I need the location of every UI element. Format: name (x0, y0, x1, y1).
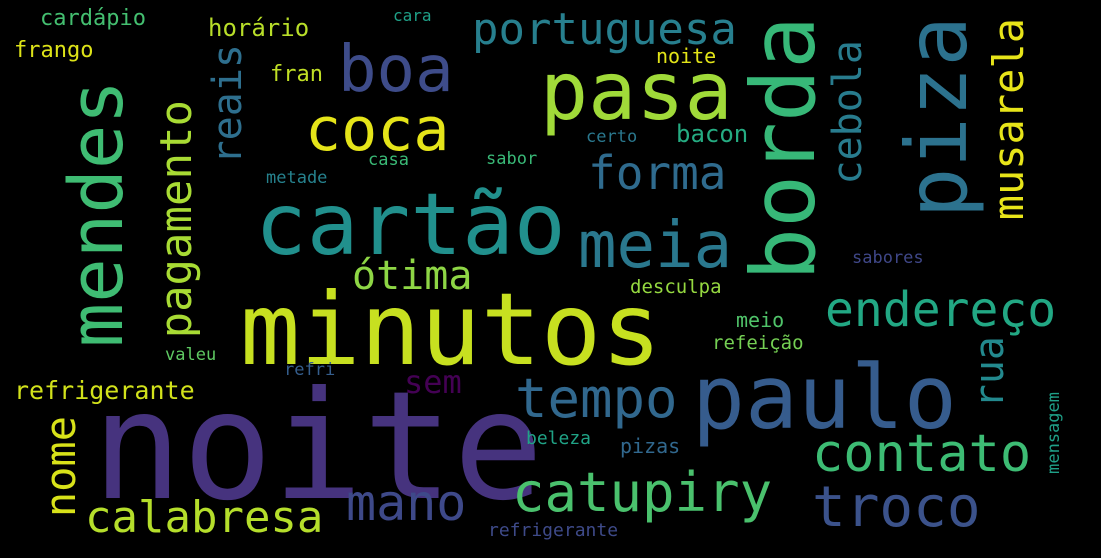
word: fran (270, 62, 323, 87)
word: mensagem (1044, 392, 1064, 474)
word: refrigerante (14, 376, 195, 405)
word: pizas (620, 434, 681, 458)
word: troco (812, 475, 981, 540)
word: cara (393, 6, 432, 25)
word: borda (732, 16, 835, 281)
word: tempo (515, 367, 678, 430)
word: refrigerante (488, 520, 619, 541)
word: mendes (54, 80, 140, 348)
word: portuguesa (472, 4, 737, 55)
word: forma (588, 146, 727, 200)
word: meia (578, 209, 733, 283)
word: contato (812, 424, 1032, 484)
word: refri (284, 360, 336, 380)
word: frango (14, 38, 94, 63)
word: reais (205, 44, 251, 165)
word: sabores (852, 248, 924, 268)
word: desculpa (630, 276, 722, 298)
word: piza (888, 16, 986, 219)
word: cebola (825, 40, 871, 185)
word: noite (656, 44, 717, 68)
word: pasa (540, 45, 733, 138)
word: noite (92, 360, 544, 534)
word: mano (346, 474, 467, 532)
word: paulo (692, 346, 957, 449)
word: horário (208, 14, 310, 42)
word: nome (36, 416, 85, 518)
word: casa (368, 150, 409, 170)
word: endereço (825, 282, 1057, 338)
word: calabresa (85, 492, 324, 543)
word: metade (266, 168, 328, 188)
word: sem (404, 363, 462, 401)
word: beleza (526, 428, 592, 449)
word: meio (736, 308, 785, 332)
word: bacon (676, 120, 749, 148)
word: certo (586, 127, 638, 147)
word: valeu (165, 345, 217, 365)
word: catupiry (512, 461, 773, 524)
word: sabor (486, 149, 538, 169)
word: minutos (240, 271, 662, 388)
word: pagamento (151, 100, 202, 339)
word: coca (305, 95, 450, 165)
word: musarela (984, 18, 1033, 221)
word: cardápio (40, 6, 146, 31)
word: boa (338, 33, 454, 107)
word: ótima (352, 253, 473, 299)
word: rua (967, 336, 1013, 409)
word: refeição (712, 332, 804, 354)
word: cartão (255, 175, 566, 275)
